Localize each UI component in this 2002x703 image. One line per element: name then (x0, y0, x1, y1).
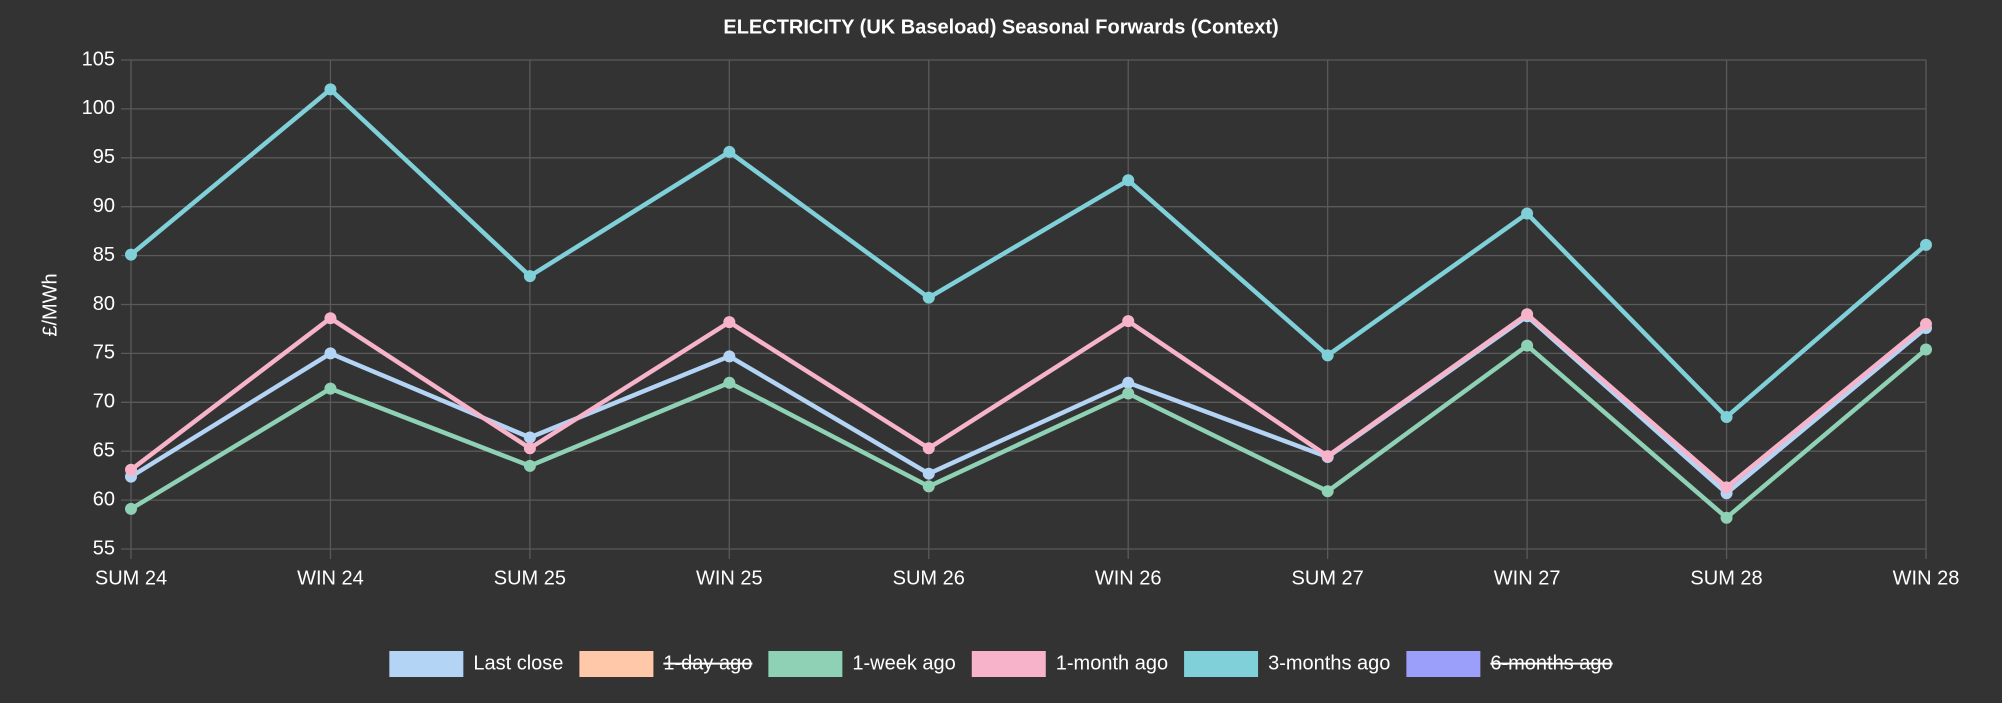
data-point (1122, 387, 1135, 400)
data-point (723, 145, 736, 158)
x-tick-label: SUM 28 (1690, 567, 1762, 589)
x-tick-label: WIN 26 (1095, 567, 1162, 589)
data-point (324, 312, 337, 325)
data-point (922, 291, 935, 304)
y-tick-label: 55 (93, 537, 115, 559)
data-point (723, 350, 736, 363)
legend-label: 1-month ago (1056, 652, 1168, 674)
data-point (523, 459, 536, 472)
data-point (1920, 343, 1932, 356)
data-point (324, 347, 337, 360)
legend-swatch (1184, 651, 1259, 677)
x-tick-label: WIN 25 (696, 567, 763, 589)
y-tick-label: 80 (93, 293, 115, 315)
data-point (723, 316, 736, 329)
data-point (1122, 174, 1135, 187)
y-tick-label: 70 (93, 391, 115, 413)
series-line (129, 87, 1928, 420)
data-point (1521, 339, 1534, 352)
data-point (1521, 308, 1534, 321)
data-point (723, 376, 736, 389)
y-axis-label: £/MWh (39, 273, 61, 336)
data-point (523, 442, 536, 455)
series-line (129, 313, 1928, 496)
data-point (125, 463, 137, 476)
data-point (1720, 511, 1733, 524)
x-tick-label: WIN 24 (297, 567, 364, 589)
data-point (1122, 376, 1135, 389)
legend-label: 6-months ago (1490, 652, 1612, 674)
legend-label: 3-months ago (1268, 652, 1390, 674)
y-tick-label: 105 (82, 48, 115, 70)
data-point (125, 248, 137, 261)
legend-swatch (579, 651, 654, 677)
data-point (324, 83, 337, 96)
x-tick-label: SUM 24 (95, 567, 167, 589)
y-tick-label: 95 (93, 146, 115, 168)
x-tick-label: WIN 27 (1494, 567, 1561, 589)
y-tick-label: 100 (82, 97, 115, 119)
x-tick-label: SUM 27 (1292, 567, 1364, 589)
data-point (922, 480, 935, 493)
chart-title: ELECTRICITY (UK Baseload) Seasonal Forwa… (723, 16, 1278, 38)
legend-swatch (389, 651, 464, 677)
y-tick-label: 60 (93, 488, 115, 510)
data-point (1321, 349, 1334, 362)
series-line (129, 312, 1928, 490)
y-tick-label: 65 (93, 439, 115, 461)
data-point (523, 431, 536, 444)
y-tick-label: 75 (93, 342, 115, 364)
data-point (523, 270, 536, 283)
data-point (922, 442, 935, 455)
data-point (1920, 318, 1932, 331)
data-point (1122, 315, 1135, 328)
y-tick-label: 90 (93, 195, 115, 217)
legend-label: 1-week ago (852, 652, 955, 674)
data-point (1321, 485, 1334, 498)
legend: Last close 1-day ago 1-week ago 1-month ago… (389, 651, 1613, 677)
data-point (1720, 481, 1733, 494)
x-tick-label: WIN 28 (1893, 567, 1960, 589)
x-tick-label: SUM 25 (494, 567, 566, 589)
x-tick-label: SUM 26 (893, 567, 965, 589)
data-point (125, 502, 137, 515)
data-point (1920, 238, 1932, 251)
legend-label: 1-day ago (663, 652, 752, 674)
legend-swatch (1406, 651, 1481, 677)
legend-swatch (971, 651, 1046, 677)
series-line (129, 343, 1928, 520)
legend-label: Last close (473, 652, 563, 674)
data-point (1321, 450, 1334, 463)
data-point (1521, 207, 1534, 220)
data-point (922, 467, 935, 480)
legend-swatch (768, 651, 843, 677)
y-tick-label: 85 (93, 244, 115, 266)
data-point (1720, 410, 1733, 423)
data-point (324, 382, 337, 395)
